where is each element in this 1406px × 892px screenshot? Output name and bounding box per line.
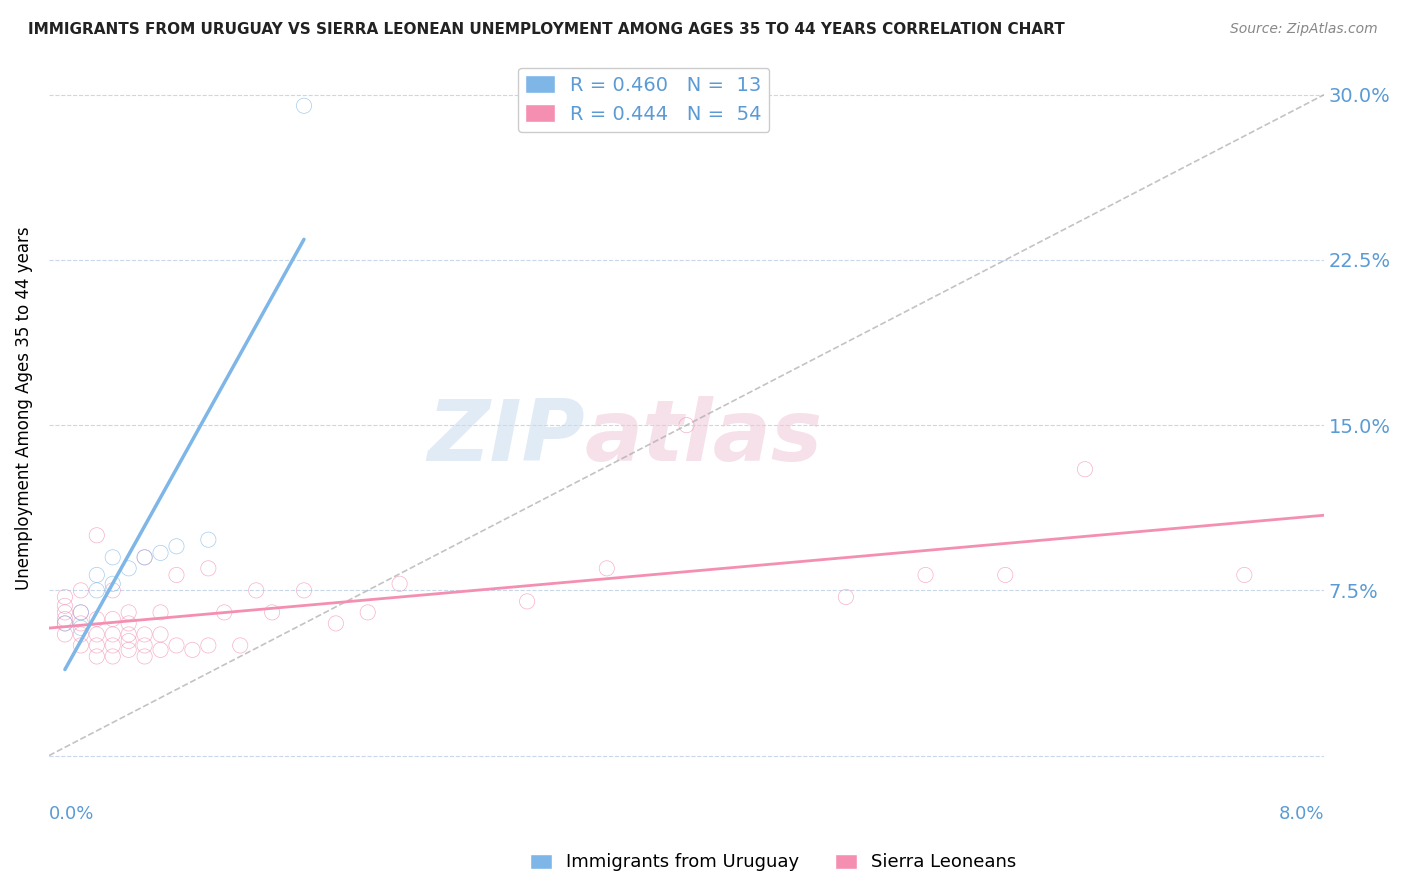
Point — [229, 639, 252, 653]
Point — [118, 643, 141, 657]
Point — [101, 627, 124, 641]
Point — [118, 606, 141, 620]
Point — [53, 627, 76, 641]
Point — [101, 612, 124, 626]
Point — [118, 616, 141, 631]
Point — [70, 606, 93, 620]
Point — [70, 627, 93, 641]
Point — [86, 627, 108, 641]
Point — [53, 599, 76, 613]
Point — [134, 550, 156, 565]
Point — [388, 576, 411, 591]
Point — [86, 568, 108, 582]
Point — [675, 418, 697, 433]
Point — [292, 583, 315, 598]
Point — [118, 561, 141, 575]
Point — [70, 639, 93, 653]
Point — [149, 546, 172, 560]
Point — [1074, 462, 1097, 476]
Point — [325, 616, 347, 631]
Point — [166, 639, 188, 653]
Legend: R = 0.460   N =  13, R = 0.444   N =  54: R = 0.460 N = 13, R = 0.444 N = 54 — [517, 68, 769, 131]
Point — [70, 621, 93, 635]
Point — [994, 568, 1017, 582]
Point — [86, 649, 108, 664]
Point — [197, 533, 219, 547]
Point — [835, 590, 858, 604]
Legend: Immigrants from Uruguay, Sierra Leoneans: Immigrants from Uruguay, Sierra Leoneans — [523, 847, 1024, 879]
Point — [53, 590, 76, 604]
Point — [292, 99, 315, 113]
Text: ZIP: ZIP — [427, 396, 585, 479]
Point — [166, 568, 188, 582]
Point — [214, 606, 236, 620]
Point — [101, 649, 124, 664]
Point — [1233, 568, 1256, 582]
Point — [197, 639, 219, 653]
Point — [70, 616, 93, 631]
Point — [101, 550, 124, 565]
Point — [118, 627, 141, 641]
Point — [86, 528, 108, 542]
Point — [86, 639, 108, 653]
Text: IMMIGRANTS FROM URUGUAY VS SIERRA LEONEAN UNEMPLOYMENT AMONG AGES 35 TO 44 YEARS: IMMIGRANTS FROM URUGUAY VS SIERRA LEONEA… — [28, 22, 1064, 37]
Text: Source: ZipAtlas.com: Source: ZipAtlas.com — [1230, 22, 1378, 37]
Text: atlas: atlas — [585, 396, 823, 479]
Point — [245, 583, 267, 598]
Point — [166, 539, 188, 553]
Point — [101, 576, 124, 591]
Point — [262, 606, 284, 620]
Point — [53, 612, 76, 626]
Point — [197, 561, 219, 575]
Point — [134, 639, 156, 653]
Point — [53, 616, 76, 631]
Text: 0.0%: 0.0% — [49, 805, 94, 823]
Point — [516, 594, 538, 608]
Point — [101, 639, 124, 653]
Point — [149, 643, 172, 657]
Point — [70, 606, 93, 620]
Point — [101, 583, 124, 598]
Point — [134, 627, 156, 641]
Point — [149, 627, 172, 641]
Point — [181, 643, 204, 657]
Point — [357, 606, 380, 620]
Text: 8.0%: 8.0% — [1278, 805, 1324, 823]
Point — [86, 583, 108, 598]
Point — [134, 550, 156, 565]
Point — [70, 583, 93, 598]
Point — [596, 561, 619, 575]
Point — [914, 568, 936, 582]
Point — [86, 612, 108, 626]
Y-axis label: Unemployment Among Ages 35 to 44 years: Unemployment Among Ages 35 to 44 years — [15, 227, 32, 591]
Point — [53, 606, 76, 620]
Point — [134, 649, 156, 664]
Point — [149, 606, 172, 620]
Point — [53, 616, 76, 631]
Point — [118, 634, 141, 648]
